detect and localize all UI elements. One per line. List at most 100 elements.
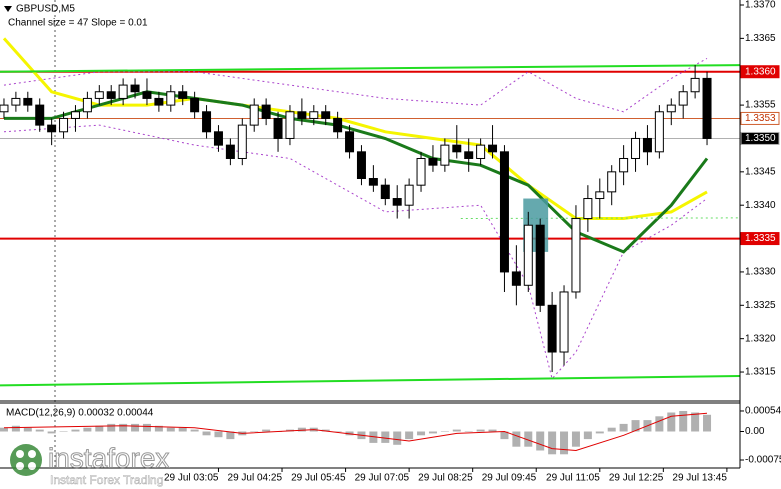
macd-bar bbox=[47, 431, 56, 434]
candle-body bbox=[154, 97, 164, 106]
x-tick-label: 29 Jul 09:45 bbox=[482, 473, 537, 484]
macd-bar bbox=[476, 429, 485, 432]
macd-bar bbox=[107, 423, 116, 432]
candle-body bbox=[488, 144, 498, 153]
y-tick-label: 1.3345 bbox=[745, 166, 776, 177]
macd-bar bbox=[250, 431, 259, 432]
macd-bar bbox=[119, 423, 128, 432]
candle-body bbox=[118, 84, 128, 99]
logo-icon bbox=[10, 444, 42, 476]
candle-body bbox=[631, 137, 641, 159]
candle-body bbox=[607, 171, 617, 193]
macd-bar bbox=[202, 431, 211, 436]
candle-body bbox=[261, 104, 271, 119]
macd-bar bbox=[405, 431, 414, 440]
macd-bar bbox=[297, 427, 306, 432]
y-tick-label: 1.3325 bbox=[745, 300, 776, 311]
price-tag-label: 1.3335 bbox=[745, 233, 776, 244]
candle-body bbox=[273, 117, 283, 139]
price-tag-label: 1.3360 bbox=[745, 66, 776, 77]
price-tag-label: 1.3350 bbox=[745, 133, 776, 144]
macd-tick-label: 0.00 bbox=[745, 426, 765, 437]
price-tag bbox=[740, 111, 780, 125]
candle-body bbox=[547, 304, 557, 353]
macd-bar bbox=[417, 431, 426, 436]
macd-bar bbox=[178, 427, 187, 432]
x-tick-label: 29 Jul 05:45 bbox=[291, 473, 346, 484]
macd-bar bbox=[23, 427, 32, 432]
macd-bar bbox=[11, 425, 20, 432]
y-tick-label: 1.3315 bbox=[745, 367, 776, 378]
candle-body bbox=[345, 131, 355, 153]
candle-body bbox=[130, 84, 140, 93]
x-tick-label: 29 Jul 04:25 bbox=[228, 473, 283, 484]
x-tick-label: 29 Jul 11:05 bbox=[546, 473, 600, 484]
candle-body bbox=[82, 97, 92, 113]
candle-body bbox=[559, 291, 569, 353]
indicator-line bbox=[0, 375, 741, 387]
macd-signal bbox=[3, 412, 708, 452]
candle-body bbox=[654, 111, 664, 153]
candle-body bbox=[523, 224, 533, 286]
candle-body bbox=[142, 91, 152, 99]
macd-tick-label: -0.00075 bbox=[745, 455, 781, 466]
candle-body bbox=[237, 124, 247, 159]
candle-body bbox=[202, 111, 212, 133]
candle-body bbox=[535, 224, 545, 306]
y-tick-label: 1.3340 bbox=[745, 200, 776, 211]
macd-bar bbox=[0, 427, 8, 432]
macd-bar bbox=[655, 416, 664, 432]
macd-bar bbox=[440, 431, 449, 432]
candle-body bbox=[59, 117, 69, 133]
candle-body bbox=[297, 111, 307, 119]
candle-body bbox=[642, 137, 652, 153]
macd-bar bbox=[703, 414, 712, 432]
macd-bar bbox=[452, 429, 461, 432]
candle-body bbox=[166, 91, 176, 106]
brand-name: instaforex bbox=[48, 442, 169, 473]
candle-body bbox=[70, 111, 80, 119]
macd-bar bbox=[142, 423, 151, 432]
indicator-line bbox=[0, 64, 741, 73]
chart-title: GBPUSD,M5 bbox=[16, 4, 75, 15]
x-tick-label: 29 Jul 13:45 bbox=[672, 473, 727, 484]
macd-bar bbox=[679, 410, 688, 432]
logo-icon bbox=[16, 450, 24, 458]
logo-icon bbox=[28, 450, 36, 458]
candle-body bbox=[619, 157, 629, 173]
macd-bar bbox=[536, 431, 545, 451]
indicator-line bbox=[3, 57, 708, 113]
candle-body bbox=[106, 91, 116, 99]
macd-bar bbox=[667, 412, 676, 432]
candle-body bbox=[464, 151, 474, 159]
candle-body bbox=[392, 198, 402, 206]
candle-body bbox=[416, 157, 426, 186]
candle-body bbox=[440, 144, 450, 166]
x-tick-label: 29 Jul 08:25 bbox=[418, 473, 473, 484]
candle-body bbox=[571, 218, 581, 293]
logo: instaforex Instant Forex Trading bbox=[10, 442, 170, 487]
macd-bar bbox=[524, 431, 533, 447]
candle-body bbox=[321, 111, 331, 119]
candle-body bbox=[0, 104, 9, 113]
macd-bar bbox=[262, 429, 271, 432]
macd-bar bbox=[631, 420, 640, 432]
candle-body bbox=[678, 91, 688, 106]
macd-bar bbox=[500, 431, 509, 440]
candle-body bbox=[452, 144, 462, 153]
macd-bar bbox=[131, 423, 140, 432]
macd-bar bbox=[619, 423, 628, 432]
x-tick-label: 29 Jul 03:05 bbox=[164, 473, 219, 484]
macd-bar bbox=[83, 427, 92, 432]
macd-bar bbox=[583, 431, 592, 440]
candle-body bbox=[213, 131, 223, 146]
macd-bar bbox=[512, 431, 521, 447]
macd-title: MACD(12,26,9) 0.00032 0.00044 bbox=[6, 408, 154, 419]
candle-body bbox=[356, 151, 366, 180]
logo-icon bbox=[16, 462, 24, 470]
y-tick-label: 1.3355 bbox=[745, 100, 776, 111]
price-tag bbox=[740, 65, 780, 79]
macd-bar bbox=[226, 431, 235, 440]
